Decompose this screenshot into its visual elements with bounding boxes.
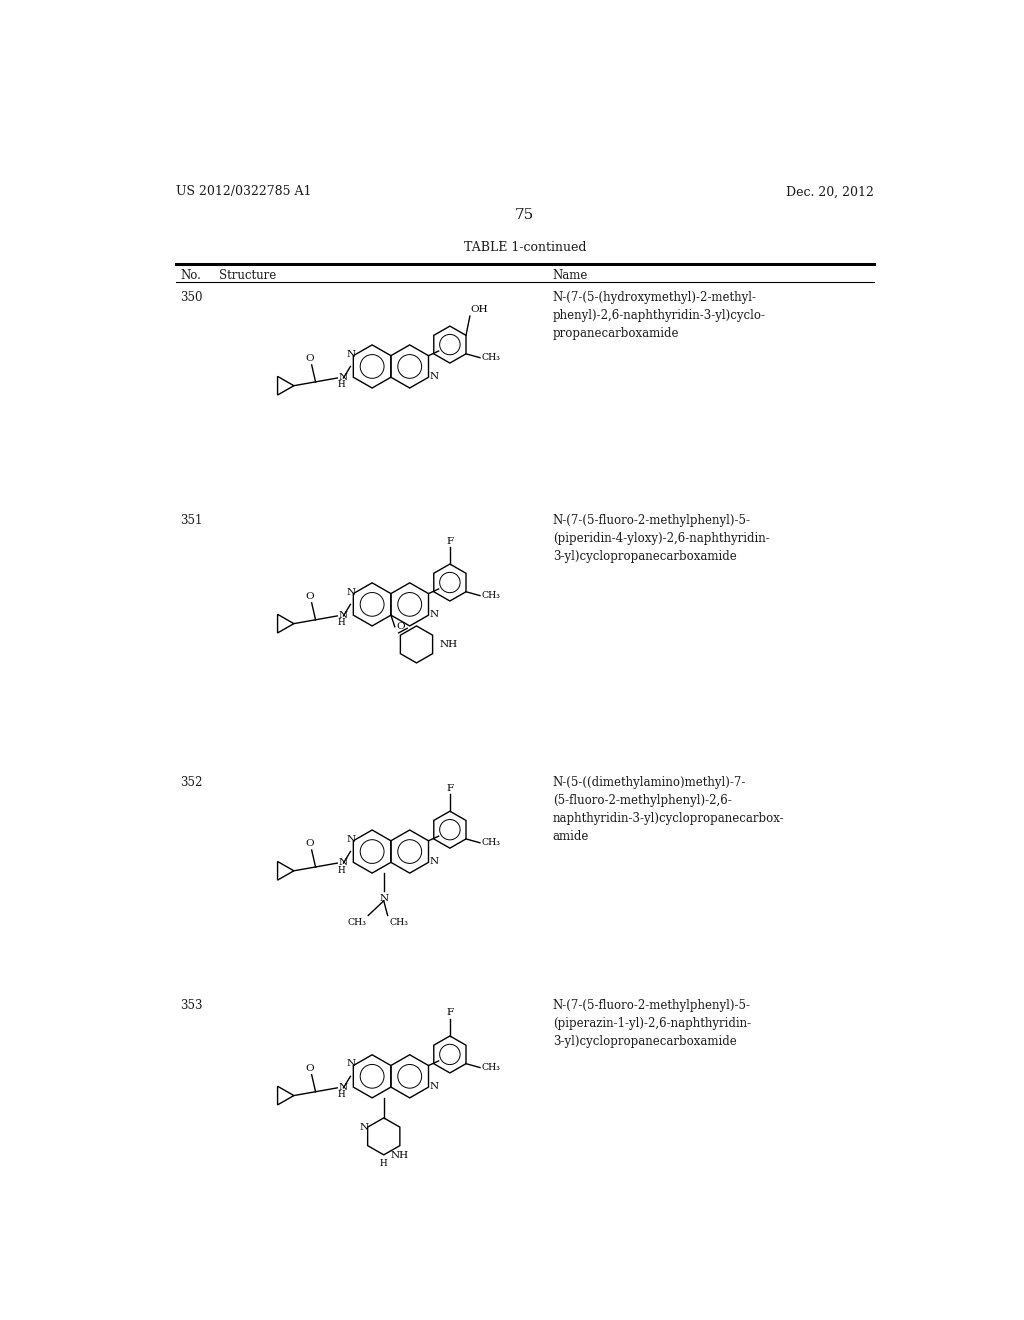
Text: N: N [346, 1060, 355, 1068]
Text: N: N [359, 1122, 369, 1131]
Text: No.: No. [180, 268, 201, 281]
Text: O: O [306, 354, 314, 363]
Text: N: N [338, 858, 347, 867]
Text: H: H [338, 866, 346, 875]
Text: NH: NH [391, 1151, 409, 1160]
Text: CH₃: CH₃ [389, 917, 409, 927]
Text: Name: Name [553, 268, 588, 281]
Text: US 2012/0322785 A1: US 2012/0322785 A1 [176, 185, 311, 198]
Text: CH₃: CH₃ [481, 838, 501, 847]
Text: N: N [338, 611, 347, 619]
Text: 351: 351 [180, 515, 203, 527]
Text: N: N [379, 894, 388, 903]
Text: N-(7-(5-fluoro-2-methylphenyl)-5-
(piperidin-4-yloxy)-2,6-naphthyridin-
3-yl)cyc: N-(7-(5-fluoro-2-methylphenyl)-5- (piper… [553, 515, 769, 564]
Text: 75: 75 [515, 209, 535, 223]
Text: H: H [338, 380, 346, 389]
Text: F: F [446, 536, 454, 545]
Text: N: N [346, 834, 355, 843]
Text: N: N [429, 610, 438, 619]
Text: NH: NH [439, 640, 458, 649]
Text: N-(7-(5-fluoro-2-methylphenyl)-5-
(piperazin-1-yl)-2,6-naphthyridin-
3-yl)cyclop: N-(7-(5-fluoro-2-methylphenyl)-5- (piper… [553, 999, 751, 1048]
Text: O: O [306, 840, 314, 849]
Text: N-(5-((dimethylamino)methyl)-7-
(5-fluoro-2-methylphenyl)-2,6-
naphthyridin-3-yl: N-(5-((dimethylamino)methyl)-7- (5-fluor… [553, 776, 784, 843]
Text: CH₃: CH₃ [481, 591, 501, 601]
Text: TABLE 1-continued: TABLE 1-continued [464, 240, 586, 253]
Text: 350: 350 [180, 290, 203, 304]
Text: N: N [429, 372, 438, 381]
Text: F: F [446, 1008, 454, 1018]
Text: O: O [306, 593, 314, 602]
Text: CH₃: CH₃ [481, 1063, 501, 1072]
Text: N: N [338, 1082, 347, 1092]
Text: N-(7-(5-(hydroxymethyl)-2-methyl-
phenyl)-2,6-naphthyridin-3-yl)cyclo-
propaneca: N-(7-(5-(hydroxymethyl)-2-methyl- phenyl… [553, 290, 766, 339]
Text: F: F [446, 784, 454, 793]
Text: O: O [396, 622, 404, 631]
Text: OH: OH [471, 305, 488, 314]
Text: Dec. 20, 2012: Dec. 20, 2012 [785, 185, 873, 198]
Text: N: N [338, 372, 347, 381]
Text: H: H [380, 1159, 388, 1168]
Text: 353: 353 [180, 999, 203, 1012]
Text: N: N [429, 1082, 438, 1090]
Text: 352: 352 [180, 776, 203, 789]
Text: CH₃: CH₃ [348, 917, 367, 927]
Text: N: N [346, 350, 355, 359]
Text: H: H [338, 1090, 346, 1100]
Text: N: N [346, 587, 355, 597]
Text: H: H [338, 618, 346, 627]
Text: Structure: Structure [219, 268, 275, 281]
Text: O: O [306, 1064, 314, 1073]
Text: CH₃: CH₃ [481, 354, 501, 362]
Text: N: N [429, 857, 438, 866]
